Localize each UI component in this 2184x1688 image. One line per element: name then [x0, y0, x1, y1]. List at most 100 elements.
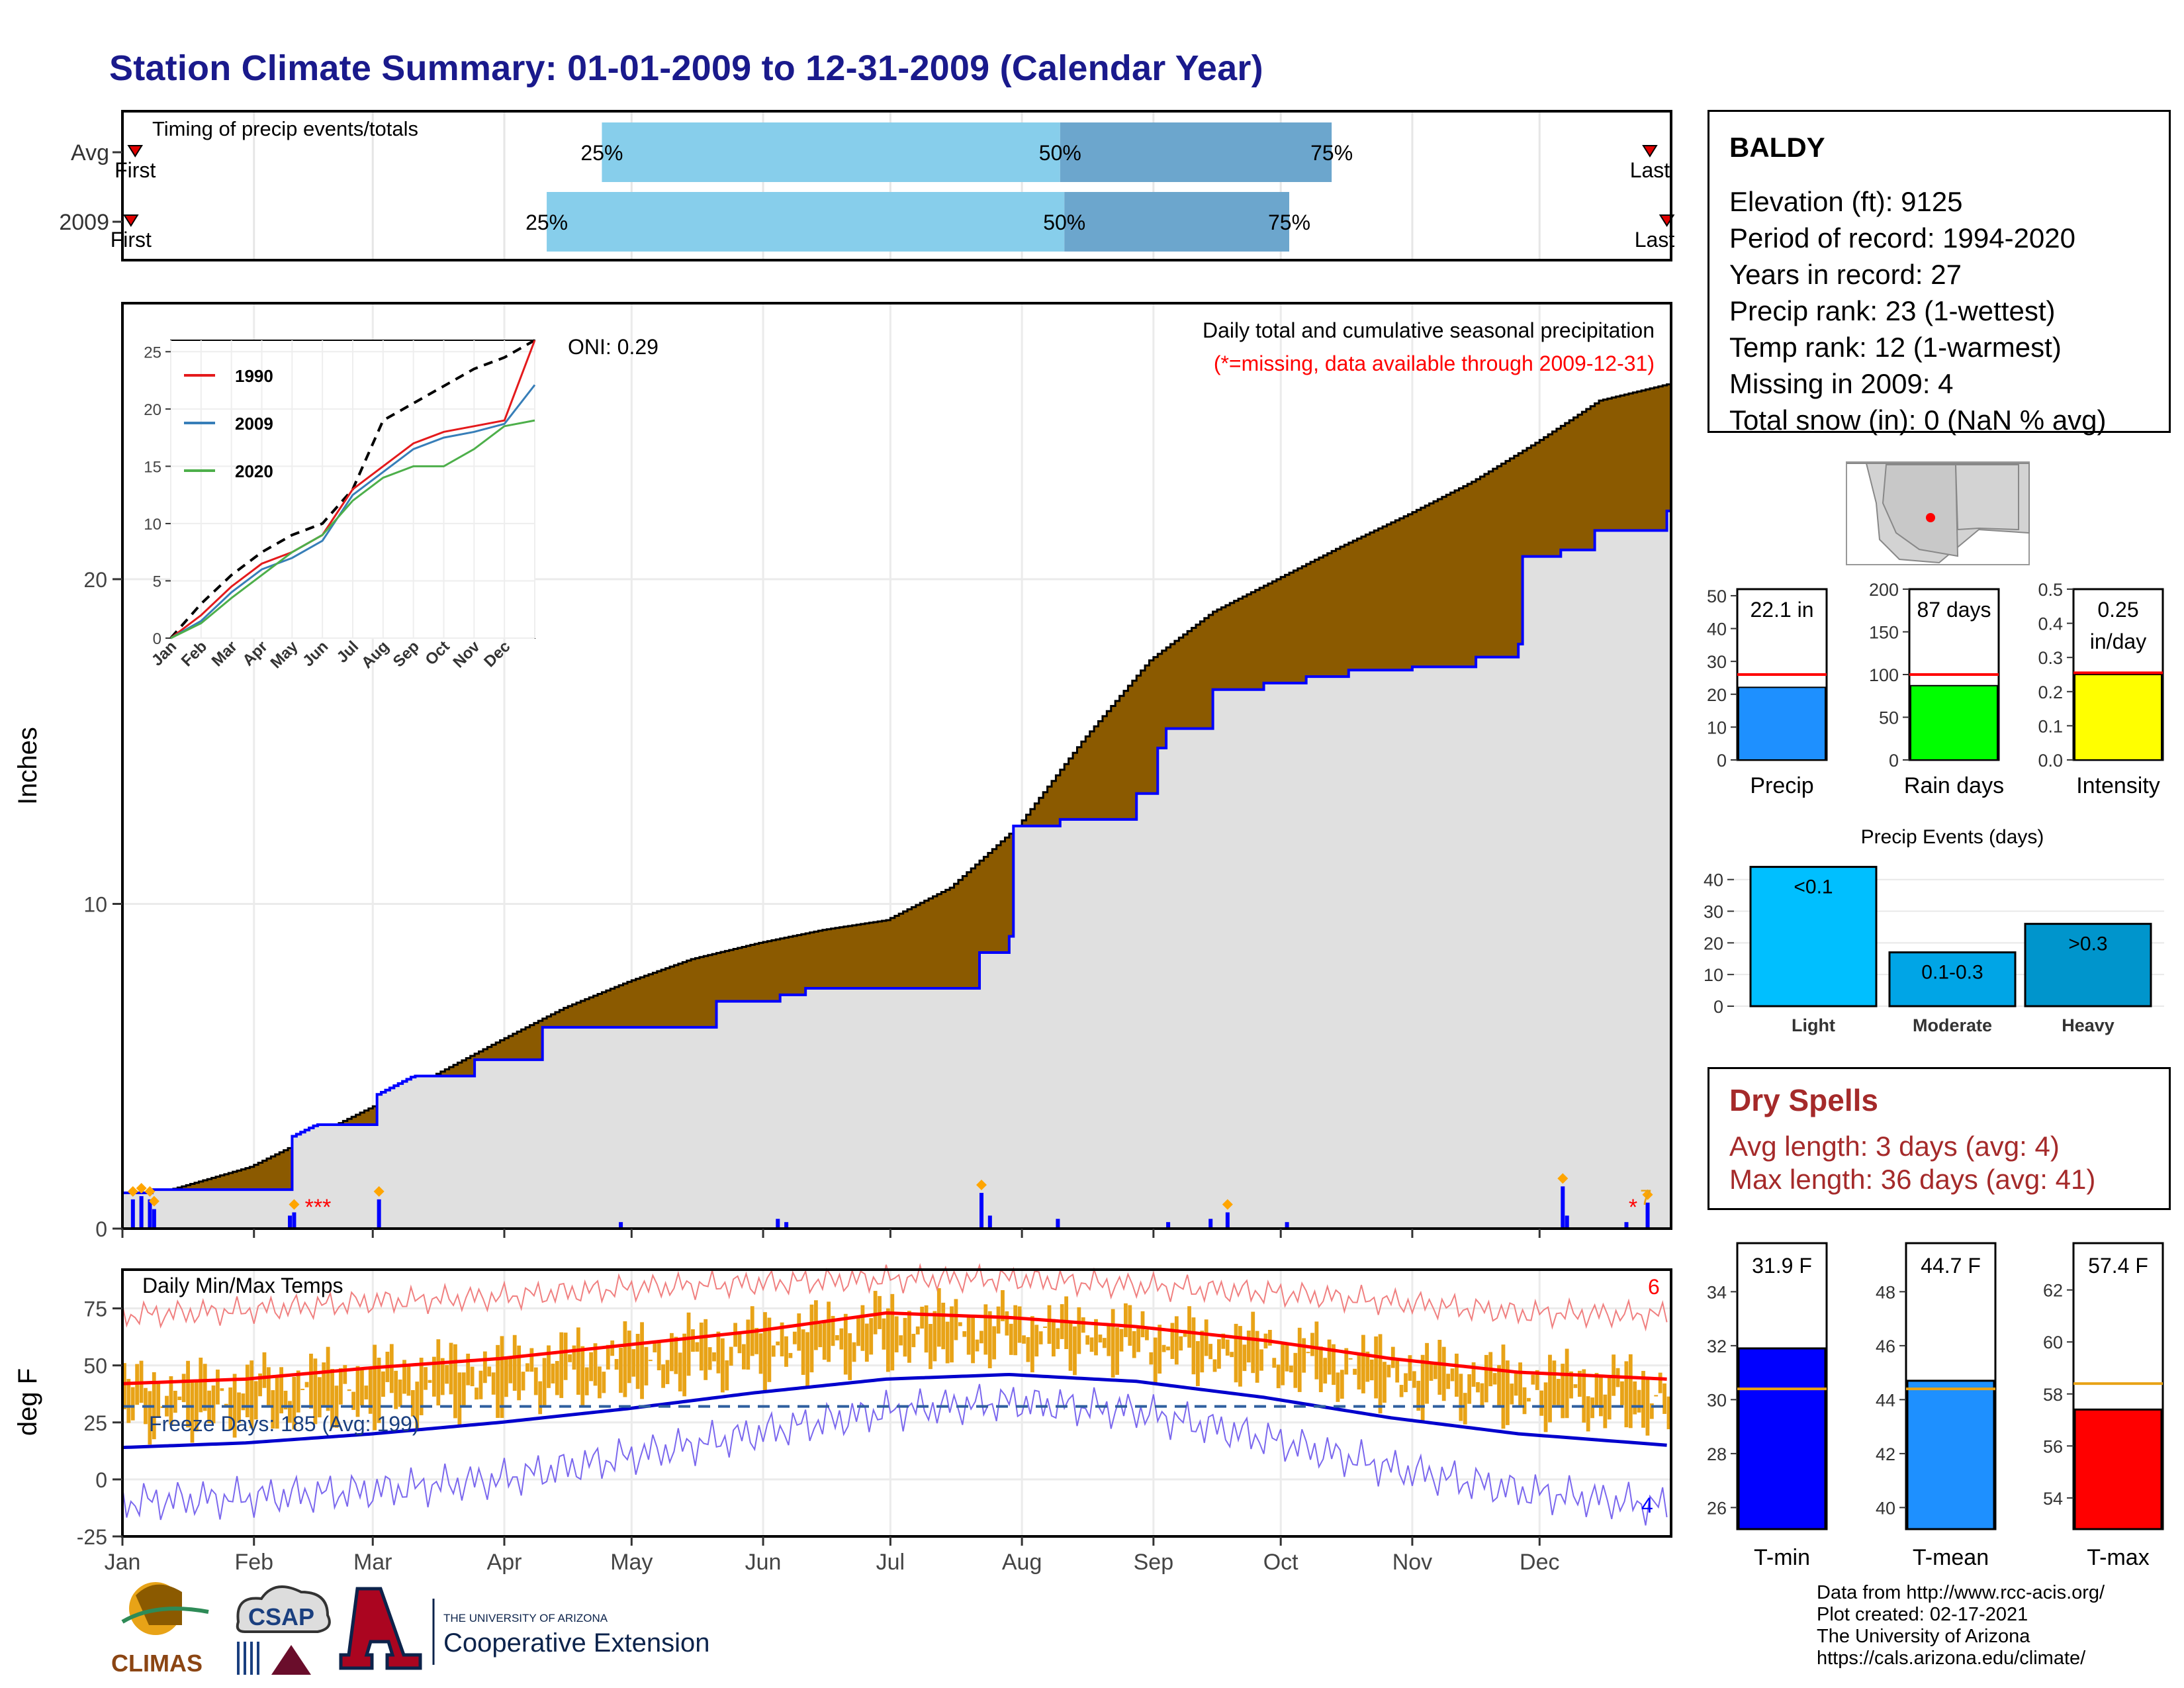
temp-bar-tick-label: 60: [2043, 1333, 2063, 1352]
temp-daily-bar: [1200, 1331, 1205, 1373]
temp-daily-bar: [355, 1366, 360, 1417]
temp-daily-bar: [979, 1331, 983, 1344]
station-missing: Missing in 2009: 4: [1729, 368, 1954, 399]
temp-daily-bar: [1645, 1378, 1650, 1436]
temp-daily-bar: [1306, 1352, 1310, 1354]
temp-daily-bar: [1522, 1387, 1527, 1415]
temp-daily-bar: [1416, 1380, 1421, 1411]
daily-precip-bar: [1056, 1219, 1060, 1229]
temp-daily-bar: [203, 1364, 207, 1411]
temp-daily-bar: [1586, 1396, 1590, 1432]
daily-precip-bar: [1645, 1202, 1650, 1229]
temp-daily-bar: [813, 1300, 818, 1350]
temp-daily-bar: [1654, 1395, 1659, 1397]
oni-label: ONI: 0.29: [568, 335, 659, 359]
temp-daily-bar: [635, 1333, 640, 1389]
heavy-event-marker: [289, 1199, 300, 1210]
temp-bar-value: 44.7 F: [1921, 1254, 1981, 1278]
temp-daily-bar: [827, 1301, 831, 1362]
temp-daily-bar: [1158, 1325, 1162, 1374]
temp-daily-bar: [1272, 1358, 1277, 1368]
month-label: Feb: [234, 1550, 273, 1575]
temp-daily-bar: [933, 1311, 937, 1362]
station-period: Period of record: 1994-2020: [1729, 222, 2076, 254]
summary-bar-tick-label: 0.5: [2038, 580, 2063, 600]
temp-daily-bar: [1030, 1316, 1034, 1373]
temp-daily-bar: [1620, 1381, 1624, 1405]
temp-daily-bar: [1535, 1370, 1539, 1390]
temp-daily-bar: [1365, 1351, 1370, 1382]
summary-bar-tick-label: 0.3: [2038, 648, 2063, 668]
temp-daily-bar: [470, 1366, 475, 1387]
daily-precip-bar: [292, 1212, 296, 1229]
temp-daily-bar: [1412, 1371, 1416, 1388]
temp-daily-bar: [640, 1322, 644, 1399]
daily-precip-bar: [784, 1222, 789, 1229]
heavy-event-marker: [976, 1180, 987, 1191]
temp-daily-bar: [126, 1379, 131, 1423]
temp-daily-bar: [1607, 1378, 1612, 1420]
month-label: Oct: [1263, 1550, 1298, 1575]
temp-daily-bar: [784, 1336, 788, 1367]
temp-daily-bar: [695, 1342, 700, 1352]
temp-daily-bar: [707, 1347, 712, 1370]
temp-daily-bar: [559, 1332, 564, 1398]
temp-daily-bar: [190, 1380, 195, 1443]
dry-spells-avg: Avg length: 3 days (avg: 4): [1729, 1131, 2060, 1162]
temp-daily-bars: [122, 1288, 1671, 1445]
temp-daily-bar: [377, 1357, 381, 1423]
record-min-line: [122, 1383, 1668, 1526]
temp-daily-bar: [950, 1306, 954, 1363]
temp-daily-bar: [330, 1368, 334, 1428]
temp-daily-bar: [1340, 1370, 1344, 1399]
temp-bar-t-max: 57.4 F 54 56 58 60 62 T-max: [2043, 1242, 2164, 1570]
dry-spells-box: Dry Spells Avg length: 3 days (avg: 4) M…: [1707, 1067, 2171, 1210]
temp-daily-bar: [1140, 1311, 1145, 1338]
daily-precip-bar: [288, 1215, 293, 1229]
temp-daily-bar: [873, 1291, 878, 1335]
temp-daily-bar: [1527, 1397, 1531, 1402]
temp-daily-bar: [296, 1370, 300, 1413]
temp-daily-bar: [992, 1326, 997, 1360]
temp-daily-bar: [835, 1335, 839, 1340]
heavy-event-marker: [144, 1186, 156, 1197]
temp-daily-bar: [924, 1305, 929, 1353]
heavy-event-marker: [148, 1196, 159, 1207]
temp-daily-bar: [194, 1381, 199, 1432]
temp-daily-bar: [801, 1329, 805, 1375]
temp-daily-bar: [508, 1356, 513, 1383]
temp-daily-bar: [653, 1341, 657, 1352]
temp-top-right-count: 6: [1648, 1275, 1660, 1299]
timing-bars: 25% 50% 75% First Last 25% 50% 75% First Last: [111, 122, 1675, 252]
station-snow: Total snow (in): 0 (NaN % avg): [1729, 404, 2107, 436]
temp-daily-bar: [682, 1333, 687, 1397]
temp-daily-bar: [1383, 1362, 1387, 1403]
temp-daily-bar: [173, 1390, 177, 1413]
temp-daily-bar: [771, 1345, 776, 1357]
temp-daily-bar: [1285, 1344, 1289, 1372]
temp-daily-bar: [1543, 1382, 1548, 1432]
temp-daily-bar: [487, 1366, 492, 1377]
heavy-event-marker: [1642, 1189, 1653, 1200]
temp-daily-bar: [428, 1380, 432, 1383]
summary-bar-value: 0.25: [2097, 598, 2138, 622]
temp-daily-bar: [754, 1328, 759, 1354]
temp-daily-bar: [966, 1316, 971, 1355]
temp-bar-tick-label: 46: [1876, 1336, 1895, 1356]
temp-daily-bar: [758, 1333, 763, 1374]
temp-daily-bar: [1208, 1344, 1213, 1360]
temp-daily-bar: [805, 1332, 809, 1387]
temp-daily-bar: [1251, 1311, 1255, 1374]
temp-daily-bar: [453, 1344, 457, 1419]
temp-daily-bar: [250, 1360, 254, 1429]
temp-daily-bar: [313, 1358, 318, 1425]
temp-bar-tick-label: 40: [1876, 1498, 1895, 1518]
heavy-event-marker: [1222, 1199, 1233, 1210]
temp-daily-bar: [987, 1311, 992, 1368]
temp-daily-bar: [1289, 1365, 1293, 1373]
temp-daily-bar: [941, 1302, 946, 1350]
temp-daily-bar: [271, 1390, 275, 1429]
temp-daily-bar: [1005, 1311, 1009, 1336]
missing-marker: ***: [305, 1195, 332, 1220]
events-bar: [2024, 923, 2152, 1008]
